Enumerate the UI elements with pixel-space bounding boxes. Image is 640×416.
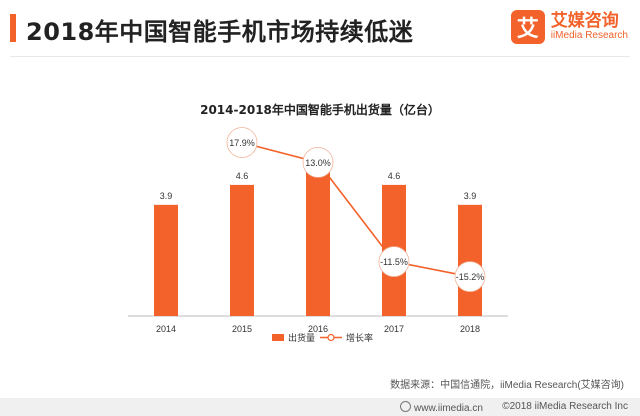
legend-label-growth: 增长率 (346, 332, 373, 343)
x-tick-2018: 2018 (460, 324, 480, 334)
x-tick-2014: 2014 (156, 324, 176, 334)
header-divider (10, 56, 630, 57)
logo: 艾 艾媒咨询 iiMedia Research (510, 10, 628, 44)
title-accent-bar (10, 14, 16, 42)
legend-swatch-shipments (272, 334, 284, 341)
page-title: 2018年中国智能手机市场持续低迷 (26, 18, 414, 46)
bar-2014 (154, 204, 178, 316)
growth-label-2015: 17.9% (229, 138, 255, 148)
bar-label-2014: 3.9 (160, 191, 173, 201)
globe-icon (400, 401, 411, 412)
logo-en: iiMedia Research (550, 29, 628, 41)
x-tick-2017: 2017 (384, 324, 404, 334)
footer: www.iimedia.cn ©2018 iiMedia Research In… (0, 398, 640, 416)
growth-label-2018: -15.2% (456, 272, 485, 282)
logo-text: 艾媒咨询 iiMedia Research (550, 10, 628, 41)
growth-point-2015 (226, 127, 258, 158)
bar-2016 (306, 167, 330, 316)
growth-point-2017 (378, 246, 410, 278)
x-tick-2015: 2015 (232, 324, 252, 334)
growth-label-2017: -11.5% (380, 257, 408, 267)
growth-point-2018 (454, 261, 486, 293)
footer-site: www.iimedia.cn (400, 401, 483, 414)
bar-2018 (458, 204, 482, 316)
chart-title: 2014-2018年中国智能手机出货量（亿台） (200, 102, 440, 117)
legend-marker-growth (327, 333, 335, 342)
growth-label-2016: 13.0% (305, 158, 331, 168)
logo-mark: 艾 (510, 10, 545, 44)
footer-copyright: ©2018 iiMedia Research Inc (502, 401, 628, 412)
bar-label-2017: 4.6 (388, 171, 401, 181)
legend-label-shipments: 出货量 (288, 332, 315, 343)
source-note: 数据来源：中国信通院，iiMedia Research(艾媒咨询) (390, 380, 624, 391)
logo-cn: 艾媒咨询 (550, 10, 619, 31)
bar-label-2018: 3.9 (464, 191, 477, 201)
growth-point-2016 (302, 146, 334, 178)
growth-line (241, 141, 471, 278)
chart: 2014-2018年中国智能手机出货量（亿台）3.920144.620155.2… (128, 102, 508, 343)
x-tick-2016: 2016 (308, 324, 328, 334)
bar-2015 (230, 184, 254, 316)
footer-site-text: www.iimedia.cn (414, 403, 483, 414)
bar-label-2015: 4.6 (236, 171, 249, 181)
